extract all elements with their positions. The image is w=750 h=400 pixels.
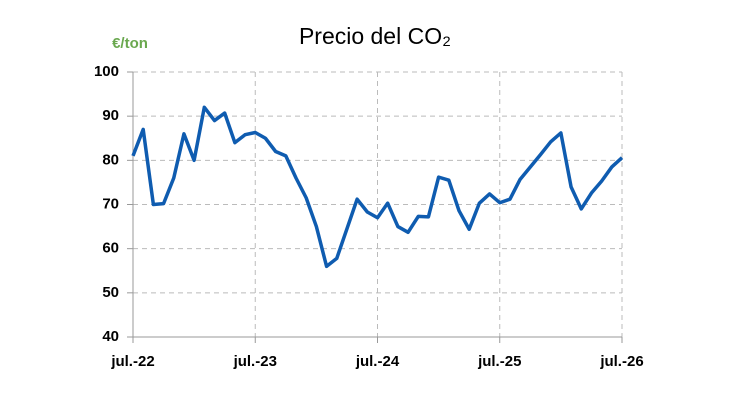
y-tick-label: 50 (102, 284, 119, 301)
x-tick-label: jul.-26 (599, 353, 643, 370)
x-tick-label: jul.-22 (110, 353, 154, 370)
y-tick-label: 60 (102, 240, 119, 257)
y-tick-label: 70 (102, 195, 119, 212)
y-tick-label: 40 (102, 328, 119, 345)
x-tick-label: jul.-24 (355, 353, 400, 370)
chart-title: Precio del CO₂ (299, 23, 451, 49)
y-tick-label: 100 (94, 63, 119, 80)
y-tick-label: 80 (102, 151, 119, 168)
y-tick-label: 90 (102, 107, 119, 124)
data-line (131, 105, 624, 269)
x-tick-label: jul.-25 (477, 353, 521, 370)
x-tick-label: jul.-23 (233, 353, 277, 370)
y-axis-label: €/ton (112, 35, 148, 52)
